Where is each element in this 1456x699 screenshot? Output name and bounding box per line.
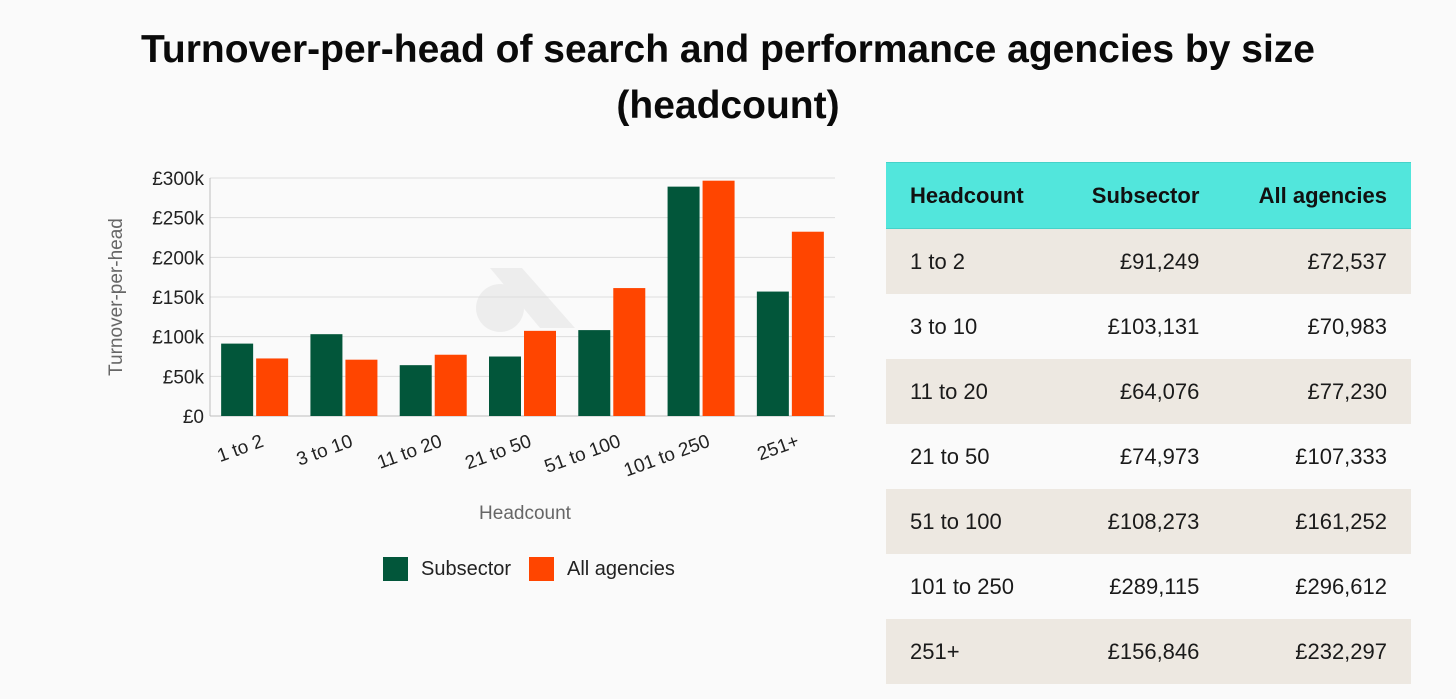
cell-headcount: 3 to 10 — [886, 294, 1058, 359]
bar-subsector — [578, 330, 611, 416]
y-tick-label: £250k — [152, 209, 204, 230]
cell-headcount: 1 to 2 — [886, 228, 1058, 294]
y-tick-label: £50k — [163, 367, 205, 388]
cell-all-agencies: £296,612 — [1223, 554, 1411, 619]
bar-chart: £0 £50k £100k £150k £200k £250k £300k 1 to 2 3 t… — [106, 169, 835, 581]
legend-swatch-subsector — [383, 557, 408, 581]
cell-subsector: £103,131 — [1057, 294, 1224, 359]
cell-all-agencies: £72,537 — [1223, 228, 1411, 294]
cell-all-agencies: £232,297 — [1223, 619, 1411, 684]
bar-subsector — [756, 291, 789, 416]
x-tick-label: 51 to 100 — [542, 431, 624, 478]
x-tick-label: 11 to 20 — [375, 431, 445, 474]
x-axis-title: Headcount — [479, 503, 572, 524]
x-tick-label: 3 to 10 — [294, 431, 356, 471]
table-row: 101 to 250 £289,115 £296,612 — [886, 554, 1411, 619]
cell-headcount: 51 to 100 — [886, 489, 1058, 554]
chart-title: Turnover-per-head of search and performa… — [0, 22, 1456, 134]
header-all-agencies: All agencies — [1223, 162, 1411, 229]
x-tick-label: 1 to 2 — [214, 431, 266, 467]
bar-all-agencies — [613, 288, 646, 416]
data-table: Headcount Subsector All agencies 1 to 2 … — [886, 162, 1411, 684]
table-row: 1 to 2 £91,249 £72,537 — [886, 228, 1411, 294]
cell-headcount: 251+ — [886, 619, 1058, 684]
cell-all-agencies: £107,333 — [1223, 424, 1411, 489]
cell-all-agencies: £70,983 — [1223, 294, 1411, 359]
y-tick-label: £200k — [152, 248, 204, 269]
y-tick-label: £0 — [183, 407, 204, 428]
chart-title-line-1: Turnover-per-head of search and performa… — [141, 28, 1315, 71]
bar-subsector — [489, 356, 521, 416]
bar-all-agencies — [345, 359, 378, 416]
cell-subsector: £108,273 — [1057, 489, 1224, 554]
table-header-row: Headcount Subsector All agencies — [886, 162, 1411, 229]
cell-subsector: £91,249 — [1057, 228, 1224, 294]
table-row: 251+ £156,846 £232,297 — [886, 619, 1411, 684]
cell-all-agencies: £77,230 — [1223, 359, 1411, 424]
bar-all-agencies — [434, 354, 467, 416]
y-tick-label: £100k — [152, 328, 204, 349]
table-row: 3 to 10 £103,131 £70,983 — [886, 294, 1411, 359]
cell-headcount: 21 to 50 — [886, 424, 1058, 489]
legend-label-subsector: Subsector — [421, 558, 511, 580]
table-row: 21 to 50 £74,973 £107,333 — [886, 424, 1411, 489]
bar-all-agencies — [524, 330, 556, 416]
cell-subsector: £74,973 — [1057, 424, 1224, 489]
chart-title-line-2: (headcount) — [616, 84, 840, 127]
bar-subsector — [310, 334, 343, 416]
watermark-logo-icon — [476, 268, 575, 332]
table-row: 11 to 20 £64,076 £77,230 — [886, 359, 1411, 424]
table-row: 51 to 100 £108,273 £161,252 — [886, 489, 1411, 554]
cell-headcount: 11 to 20 — [886, 359, 1058, 424]
cell-headcount: 101 to 250 — [886, 554, 1058, 619]
bar-all-agencies — [256, 358, 289, 416]
y-tick-label: £150k — [152, 288, 204, 309]
cell-subsector: £289,115 — [1057, 554, 1224, 619]
cell-subsector: £64,076 — [1057, 359, 1224, 424]
bar-subsector — [667, 186, 700, 416]
bar-subsector — [221, 343, 254, 416]
y-axis-title: Turnover-per-head — [106, 218, 127, 376]
x-tick-label: 21 to 50 — [462, 431, 534, 474]
legend-swatch-all-agencies — [529, 557, 554, 581]
x-tick-label: 251+ — [755, 431, 802, 465]
y-tick-label: £300k — [152, 169, 204, 190]
header-subsector: Subsector — [1057, 162, 1224, 229]
x-tick-label: 101 to 250 — [621, 431, 713, 481]
cell-all-agencies: £161,252 — [1223, 489, 1411, 554]
header-headcount: Headcount — [886, 162, 1058, 229]
legend-label-all-agencies: All agencies — [567, 558, 675, 580]
bar-subsector — [399, 365, 432, 416]
bar-all-agencies — [791, 231, 824, 416]
cell-subsector: £156,846 — [1057, 619, 1224, 684]
bar-all-agencies — [702, 180, 735, 416]
